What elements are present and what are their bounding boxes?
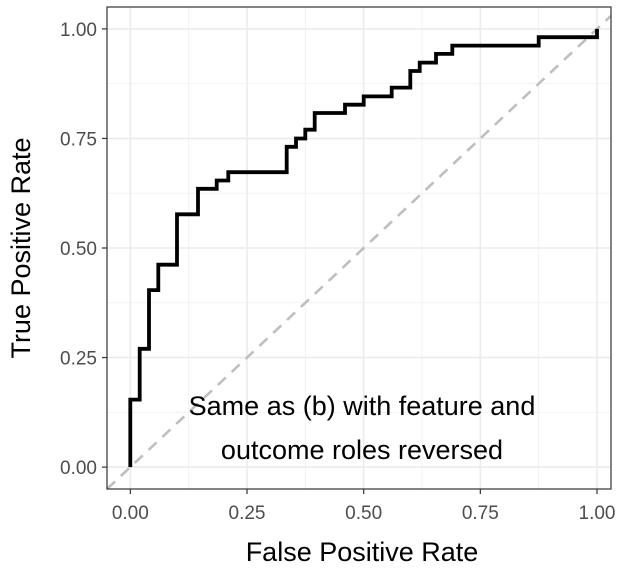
y-axis-title: True Positive Rate xyxy=(6,137,36,358)
x-tick-label: 0.25 xyxy=(229,503,266,524)
x-tick-label: 0.00 xyxy=(112,503,149,524)
roc-curve-line xyxy=(128,28,599,468)
x-axis-ticks: 0.00 0.25 0.50 0.75 1.00 xyxy=(112,489,616,524)
y-tick-label: 1.00 xyxy=(60,20,97,41)
y-tick-label: 0.00 xyxy=(60,458,97,479)
y-axis-ticks: 0.00 0.25 0.50 0.75 1.00 xyxy=(60,20,107,479)
annotation-line-2: outcome roles reversed xyxy=(221,435,503,465)
major-gridlines xyxy=(107,7,611,489)
x-tick-label: 1.00 xyxy=(579,503,616,524)
y-tick-label: 0.50 xyxy=(60,239,97,260)
series-layer xyxy=(106,14,612,490)
x-axis-title: False Positive Rate xyxy=(246,537,479,567)
annotation-line-1: Same as (b) with feature and xyxy=(189,391,536,421)
diagonal-reference-line xyxy=(106,14,612,490)
y-tick-label: 0.25 xyxy=(60,349,97,370)
x-tick-label: 0.50 xyxy=(345,503,382,524)
x-tick-label: 0.75 xyxy=(462,503,499,524)
y-tick-label: 0.75 xyxy=(60,129,97,150)
